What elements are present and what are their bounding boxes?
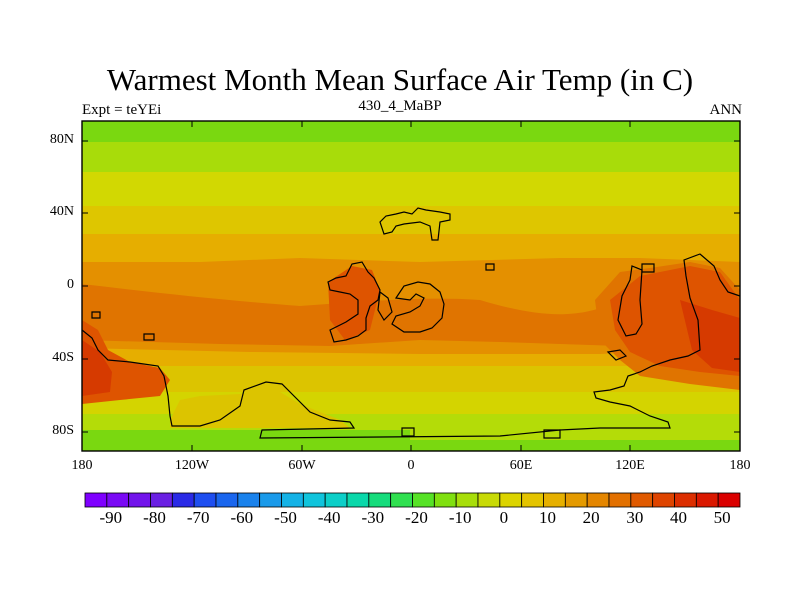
- colorbar-swatch: [171, 492, 195, 508]
- outline-islet-west: [91, 311, 101, 319]
- colorbar-swatch: [521, 492, 544, 508]
- lon-label-0: 0: [407, 458, 415, 473]
- axis-ticks: [82, 121, 740, 451]
- lat-label-80n: 80N: [49, 132, 74, 147]
- colorbar-swatch: [564, 492, 588, 508]
- colorbar-swatch: [324, 492, 348, 508]
- colorbar-swatch: [84, 492, 108, 508]
- colorbar-label: 0: [499, 508, 509, 527]
- map-title: Warmest Month Mean Surface Air Temp (in …: [106, 62, 694, 97]
- outline-central-east: [391, 281, 445, 333]
- colorbar-swatch: [193, 492, 217, 508]
- lat-label-40s: 40S: [52, 350, 74, 365]
- colorbar-swatch: [630, 492, 654, 508]
- outline-small-island: [377, 290, 393, 321]
- hotspot-east-core: [680, 300, 740, 372]
- outline-islet-south: [401, 427, 415, 437]
- outline-islet-south-2: [543, 429, 561, 439]
- lon-label-180-east: 180: [729, 458, 751, 473]
- lon-label-60w: 60W: [288, 458, 316, 473]
- colorbar-swatch: [586, 492, 610, 508]
- colorbar-swatch: [259, 492, 282, 508]
- southern-land-patch: [170, 386, 350, 428]
- lat-label-80s: 80S: [52, 423, 74, 438]
- outline-central-west: [327, 261, 381, 343]
- temperature-field: [82, 121, 740, 451]
- colorbar-swatch: [346, 492, 370, 508]
- colorbar-swatch: [237, 492, 261, 508]
- colorbar-label: -60: [230, 508, 254, 527]
- hotspot-west-core: [82, 340, 112, 396]
- colorbar-label: -40: [317, 508, 341, 527]
- colorbar-swatch: [455, 492, 479, 508]
- colorbar-swatch: [499, 492, 523, 508]
- colorbar-swatch: [281, 492, 304, 508]
- colorbar-swatch: [150, 492, 173, 508]
- colorbar-swatch: [433, 492, 457, 508]
- lon-label-120e: 120E: [615, 458, 645, 473]
- colorbar-label: -80: [143, 508, 166, 527]
- colorbar-swatch: [215, 492, 239, 508]
- colorbar-swatch: [652, 492, 675, 508]
- outline-islet-east-2: [641, 263, 655, 273]
- colorbar-swatch: [717, 492, 741, 508]
- outline-east-peninsula: [617, 265, 643, 337]
- continent-outlines: [81, 207, 741, 439]
- colorbar-swatch: [106, 492, 130, 508]
- period-label: 430_4_MaBP: [358, 98, 442, 114]
- lat-label-40n: 40N: [49, 204, 74, 219]
- colorbar-label: 20: [582, 508, 600, 527]
- colorbar-label: 40: [670, 508, 687, 527]
- band-yellow-north: [82, 172, 740, 206]
- experiment-label: Expt = teYEi: [82, 102, 162, 118]
- colorbar-label: -50: [274, 508, 297, 527]
- lon-label-180-west: 180: [71, 458, 93, 473]
- colorbar-swatch: [608, 492, 632, 508]
- band-dark-orange: [82, 284, 740, 352]
- colorbar-label: -90: [99, 508, 123, 527]
- colorbar-label: -20: [405, 508, 428, 527]
- hotspot-central: [328, 266, 380, 340]
- colorbar-swatch: [390, 492, 413, 508]
- colorbar-swatch: [477, 492, 501, 508]
- lat-label-0: 0: [67, 277, 74, 292]
- colorbar-label: 50: [713, 508, 731, 527]
- colorbar-swatch: [543, 492, 566, 508]
- colorbar-swatch: [695, 492, 719, 508]
- colorbar-swatch: [674, 492, 697, 508]
- outline-north-continent: [379, 207, 451, 241]
- colorbar-swatch: [412, 492, 435, 508]
- colorbar-label: 10: [539, 508, 556, 527]
- band-lime-north: [82, 142, 740, 172]
- band-yellow-orange-north: [82, 206, 740, 234]
- colorbar-swatch: [302, 492, 326, 508]
- colorbar-label: -10: [448, 508, 472, 527]
- outline-islet: [485, 263, 495, 271]
- outline-southern-mainland: [81, 253, 741, 439]
- lon-label-60e: 60E: [509, 458, 533, 473]
- colorbar-swatch: [368, 492, 392, 508]
- colorbar-label: -30: [361, 508, 385, 527]
- colorbar-swatch: [128, 492, 151, 508]
- outline-islet-west-2: [143, 333, 155, 341]
- season-label: ANN: [709, 102, 743, 118]
- colorbar-label: 30: [626, 508, 644, 527]
- colorbar-label: -70: [186, 508, 210, 527]
- outline-islet-east: [606, 349, 628, 361]
- lon-label-120w: 120W: [174, 458, 210, 473]
